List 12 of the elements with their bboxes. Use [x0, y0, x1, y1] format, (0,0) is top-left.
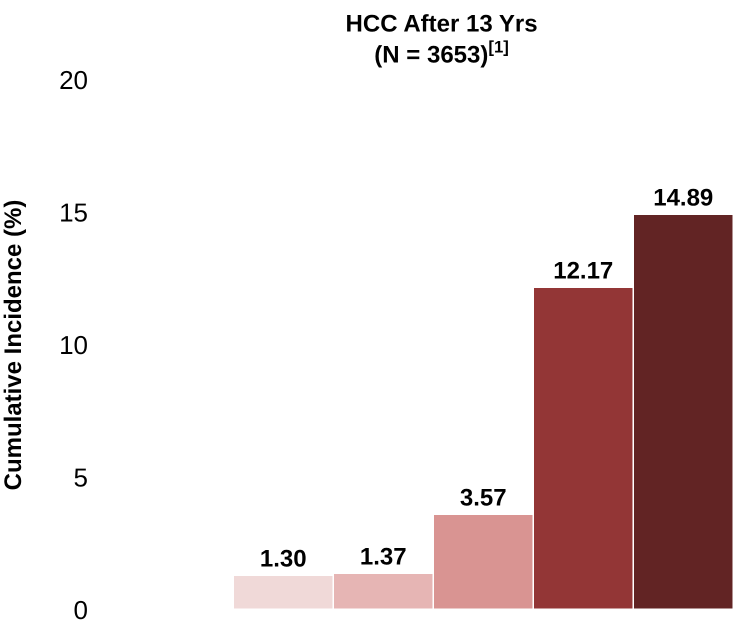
- data-label: 12.17: [553, 257, 614, 284]
- data-label: 1.30: [260, 545, 307, 572]
- y-tick-label: 15: [59, 198, 88, 228]
- y-tick-label: 20: [59, 65, 88, 96]
- chart-title: HCC After 13 Yrs (N = 3653)$^{[1]}$: [346, 10, 538, 69]
- y-axis-title: Cumulative Incidence (%): [0, 200, 27, 490]
- data-label: 1.37: [360, 543, 407, 570]
- data-label: 14.89: [653, 184, 714, 212]
- y-tick-label: 5: [74, 462, 88, 493]
- y-tick-label: 10: [59, 330, 88, 360]
- data-label: 3.57: [460, 484, 507, 512]
- y-tick-label: 0: [74, 595, 88, 626]
